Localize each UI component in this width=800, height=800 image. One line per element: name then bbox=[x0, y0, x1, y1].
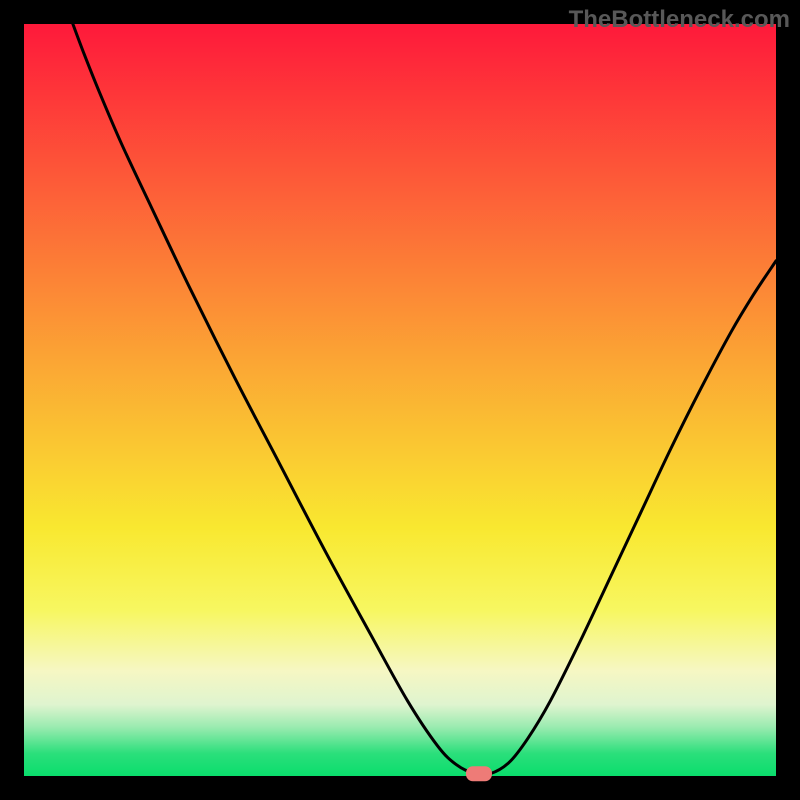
bottleneck-chart bbox=[0, 0, 800, 800]
plot-background bbox=[24, 24, 776, 776]
optimum-marker bbox=[466, 766, 492, 781]
watermark-text: TheBottleneck.com bbox=[569, 6, 790, 34]
chart-container: TheBottleneck.com bbox=[0, 0, 800, 800]
